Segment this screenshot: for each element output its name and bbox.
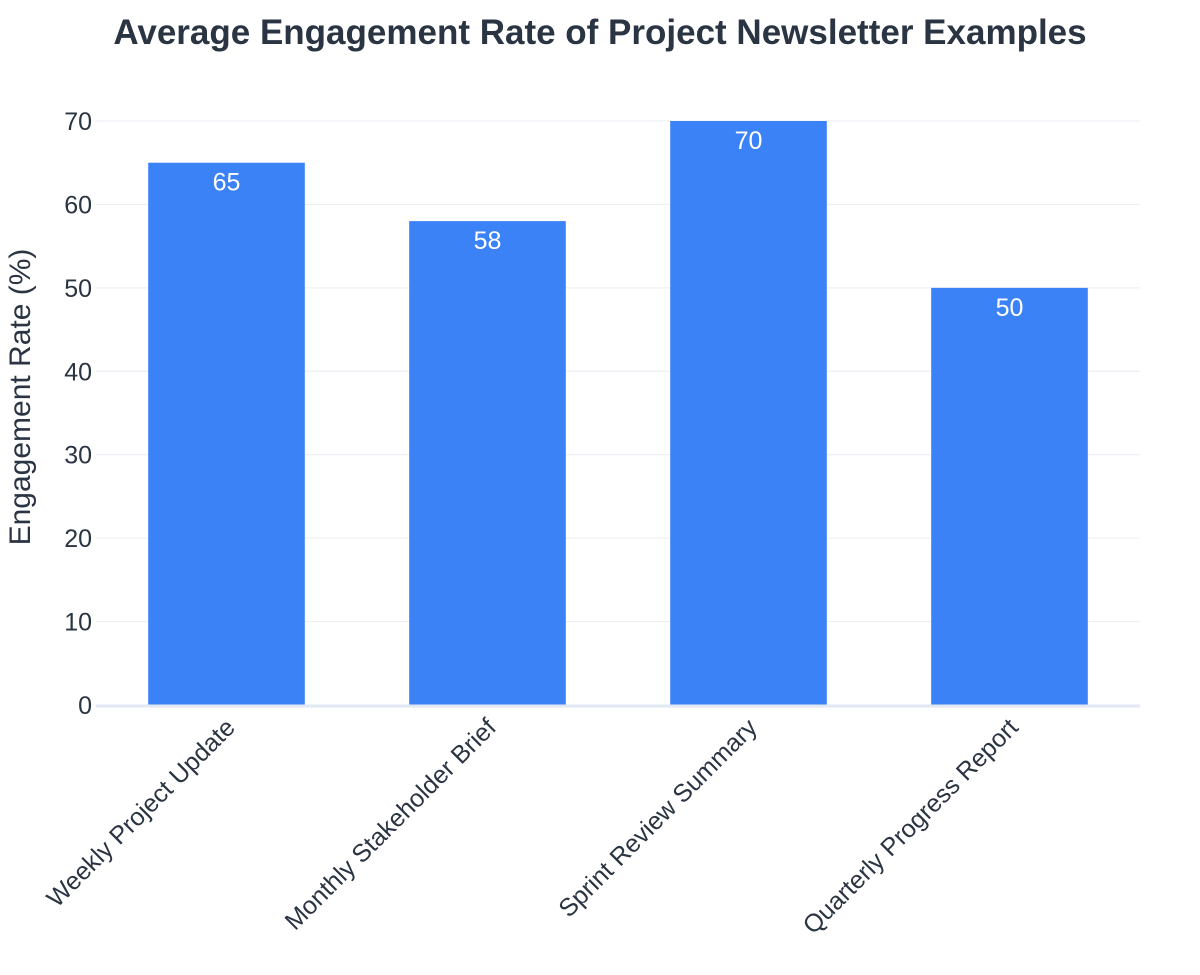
x-axis-ticks: Weekly Project Update Monthly Stakeholder… [41, 713, 1023, 939]
y-tick-label: 30 [64, 442, 92, 470]
bar-value-label: 50 [996, 294, 1024, 322]
y-tick-label: 60 [64, 191, 92, 219]
bars [148, 121, 1088, 705]
y-tick-label: 20 [64, 525, 92, 553]
bar-value-labels: 65 58 70 50 [213, 127, 1024, 322]
y-tick-label: 0 [78, 692, 92, 720]
x-tick-label: Quarterly Progress Report [798, 713, 1024, 939]
bar-value-label: 58 [474, 227, 502, 255]
y-tick-label: 10 [64, 609, 92, 637]
x-tick-label: Weekly Project Update [41, 713, 240, 912]
y-tick-label: 70 [64, 108, 92, 136]
bar-value-label: 70 [735, 127, 763, 155]
bar [148, 162, 305, 705]
bar [931, 287, 1088, 705]
y-tick-label: 50 [64, 275, 92, 303]
y-axis-title: Engagement Rate (%) [4, 249, 37, 546]
bar [670, 121, 827, 705]
y-tick-label: 40 [64, 358, 92, 386]
x-tick-label: Sprint Review Summary [553, 713, 763, 923]
chart-title: Average Engagement Rate of Project Newsl… [113, 13, 1086, 52]
x-tick-label: Monthly Stakeholder Brief [280, 713, 502, 935]
y-axis-ticks: 0 10 20 30 40 50 60 70 [64, 108, 92, 720]
bar-value-label: 65 [213, 169, 241, 197]
bar [409, 221, 566, 705]
